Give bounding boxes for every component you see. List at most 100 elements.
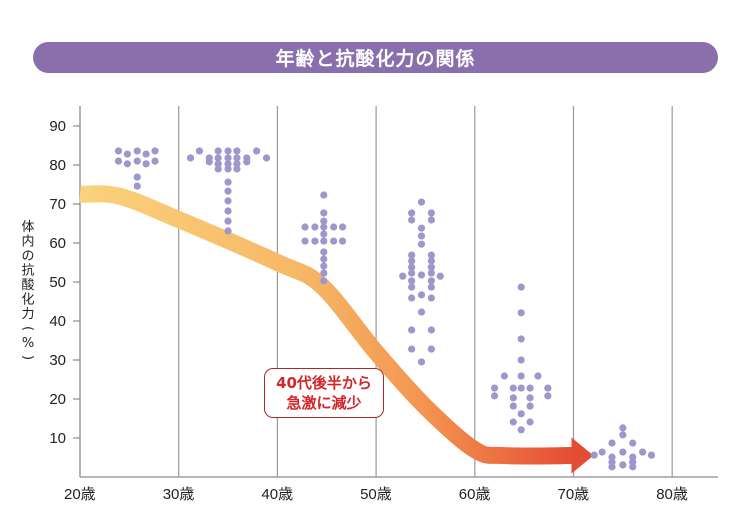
data-point [619, 461, 627, 469]
data-point [311, 237, 319, 245]
data-point [590, 451, 598, 459]
data-point [408, 345, 416, 353]
y-tick-label: 70 [49, 196, 66, 213]
data-point [399, 272, 407, 280]
y-tick-label: 80 [49, 157, 66, 174]
data-point [408, 263, 416, 271]
data-point [509, 418, 517, 426]
data-point [608, 439, 616, 447]
data-point [517, 335, 525, 343]
data-point [517, 372, 525, 380]
data-point [133, 147, 141, 155]
y-tick-label: 20 [49, 391, 66, 408]
y-tick-label: 50 [49, 274, 66, 291]
data-point [526, 384, 534, 392]
data-point [417, 240, 426, 248]
annotation-box: 40代後半から 急激に減少 [264, 368, 384, 418]
data-point [490, 392, 499, 400]
y-tick-labels: 10 20 30 40 50 60 70 80 90 [49, 118, 66, 447]
data-point [517, 356, 525, 364]
data-point [338, 237, 347, 245]
data-point [233, 165, 241, 173]
data-point [224, 165, 232, 173]
data-point [224, 160, 232, 168]
data-point [114, 157, 123, 165]
data-point [517, 384, 525, 392]
data-point [320, 230, 328, 238]
data-point [509, 384, 517, 392]
data-point [320, 223, 328, 231]
data-point [417, 232, 426, 240]
y-axis-label-char: % [22, 336, 34, 351]
data-point [408, 251, 416, 259]
data-point [224, 197, 232, 205]
data-point [320, 209, 328, 217]
data-point [123, 150, 131, 158]
data-point [320, 248, 328, 256]
axes [73, 106, 718, 478]
y-tick-label: 40 [49, 313, 66, 330]
x-tick-label: 60歳 [459, 486, 491, 503]
data-point [205, 158, 213, 166]
data-point [408, 257, 416, 265]
data-point [311, 223, 319, 231]
data-point [142, 150, 150, 158]
data-point [509, 402, 517, 410]
chart-title: 年齢と抗酸化力の関係 [33, 42, 718, 73]
data-point [214, 160, 222, 168]
data-point [427, 294, 435, 302]
x-tick-label: 50歳 [360, 486, 392, 503]
data-point [301, 237, 309, 245]
data-point [517, 426, 525, 434]
data-point [647, 451, 656, 459]
data-point [151, 157, 159, 165]
data-point [427, 269, 435, 277]
data-point [417, 271, 426, 279]
y-tick-label: 30 [49, 352, 66, 369]
data-point [320, 237, 328, 245]
data-point [214, 147, 222, 155]
data-point [142, 160, 150, 168]
data-point [224, 217, 232, 225]
x-tick-labels: 20歳 30歳 40歳 50歳 60歳 70歳 80歳 [64, 486, 688, 503]
data-point [598, 448, 606, 456]
annotation-line-1: 40代後半から [276, 374, 372, 392]
data-point [123, 160, 131, 168]
data-point [224, 154, 232, 162]
data-point [186, 154, 195, 162]
data-point [301, 223, 309, 231]
data-point [500, 372, 509, 380]
data-point [253, 147, 261, 155]
data-point [114, 147, 123, 155]
data-point [243, 158, 251, 166]
annotation-line-2: 急激に減少 [286, 394, 362, 412]
data-point [262, 154, 271, 162]
data-point [517, 309, 525, 317]
data-point [320, 269, 328, 277]
data-point [427, 216, 435, 224]
x-tick-label: 40歳 [261, 486, 293, 503]
data-point [408, 283, 416, 291]
data-point [320, 217, 328, 225]
y-axis-label-char: ) [20, 355, 35, 360]
data-point [224, 207, 232, 215]
data-point [233, 160, 241, 168]
data-point [195, 147, 204, 155]
data-point [320, 262, 328, 270]
data-point [619, 431, 627, 439]
data-point [320, 191, 328, 199]
data-point [436, 272, 444, 280]
trend-arrowhead [571, 437, 594, 474]
data-point [490, 384, 499, 392]
data-point [417, 291, 426, 299]
data-point [427, 263, 435, 271]
y-axis-label-char: 酸 [21, 278, 34, 293]
data-point [629, 463, 637, 471]
data-point [408, 209, 416, 217]
data-points [114, 147, 656, 471]
data-point [526, 402, 534, 410]
data-point [408, 277, 416, 285]
data-point [629, 453, 637, 461]
